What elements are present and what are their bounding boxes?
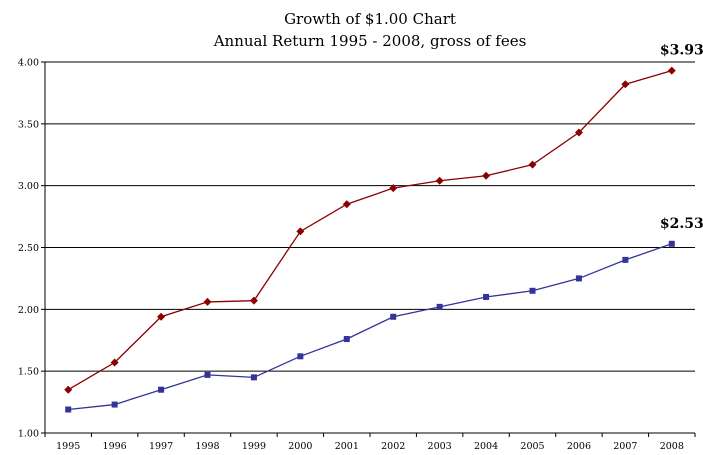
y-tick-label: 3.50 [18, 119, 39, 130]
x-tick-label: 2008 [660, 441, 684, 452]
data-point-diamond [482, 171, 491, 180]
x-tick-label: 2005 [520, 441, 544, 452]
end-value-label: $2.53 [660, 216, 703, 232]
data-point-square [529, 287, 536, 294]
x-axis-ticks: 1995 1996 1997 1998 1999 2000 2001 2002 2003 2004… [44, 433, 696, 452]
data-point-diamond [296, 227, 305, 236]
data-point-diamond [528, 160, 537, 169]
data-point-square [297, 353, 304, 360]
x-tick-label: 1996 [103, 441, 127, 452]
data-point-diamond [574, 128, 583, 137]
chart-subtitle: Annual Return 1995 - 2008, gross of fees [213, 32, 527, 50]
data-point-square [622, 256, 629, 263]
data-point-square [668, 240, 675, 247]
end-value-label: $3.93 [660, 43, 703, 59]
x-tick-label: 1998 [195, 441, 219, 452]
data-point-diamond [621, 80, 630, 89]
data-point-diamond [203, 297, 212, 306]
y-tick-label: 4.00 [18, 58, 39, 69]
data-point-square [483, 293, 490, 300]
x-tick-label: 1997 [149, 441, 173, 452]
series [64, 66, 676, 413]
data-point-square [250, 374, 257, 381]
x-tick-label: 2001 [335, 441, 359, 452]
end-labels: $3.93 $2.53 [660, 43, 703, 232]
data-point-diamond [667, 66, 676, 75]
y-tick-label: 3.00 [18, 181, 39, 192]
data-point-square [575, 275, 582, 282]
series-line [68, 243, 672, 411]
data-point-diamond [342, 200, 351, 209]
y-tick-label: 1.50 [18, 367, 39, 378]
data-point-diamond [249, 296, 258, 305]
x-tick-label: 1999 [242, 441, 266, 452]
data-point-square [343, 336, 350, 343]
data-point-diamond [157, 312, 166, 321]
x-tick-label: 2003 [428, 441, 452, 452]
gridlines [45, 61, 695, 434]
data-point-diamond [435, 176, 444, 185]
data-point-square [436, 303, 443, 310]
data-point-diamond [389, 184, 398, 193]
data-point-diamond [64, 385, 73, 394]
x-tick-label: 1995 [56, 441, 80, 452]
x-tick-label: 2000 [288, 441, 312, 452]
x-tick-label: 2006 [567, 441, 591, 452]
y-tick-label: 2.50 [18, 243, 39, 254]
y-tick-label: 1.00 [18, 429, 39, 440]
data-point-square [158, 386, 165, 393]
x-tick-label: 2002 [381, 441, 405, 452]
y-axis-ticks: 1.00 1.50 2.00 2.50 3.00 3.50 4.00 [18, 58, 45, 440]
data-point-square [111, 401, 118, 408]
chart-title: Growth of $1.00 Chart [284, 10, 456, 28]
x-tick-label: 2004 [474, 441, 498, 452]
data-point-square [65, 406, 72, 413]
data-point-square [204, 371, 211, 378]
y-tick-label: 2.00 [18, 305, 39, 316]
data-point-diamond [110, 358, 119, 367]
data-point-square [390, 313, 397, 320]
x-tick-label: 2007 [613, 441, 637, 452]
series-line [67, 70, 672, 391]
